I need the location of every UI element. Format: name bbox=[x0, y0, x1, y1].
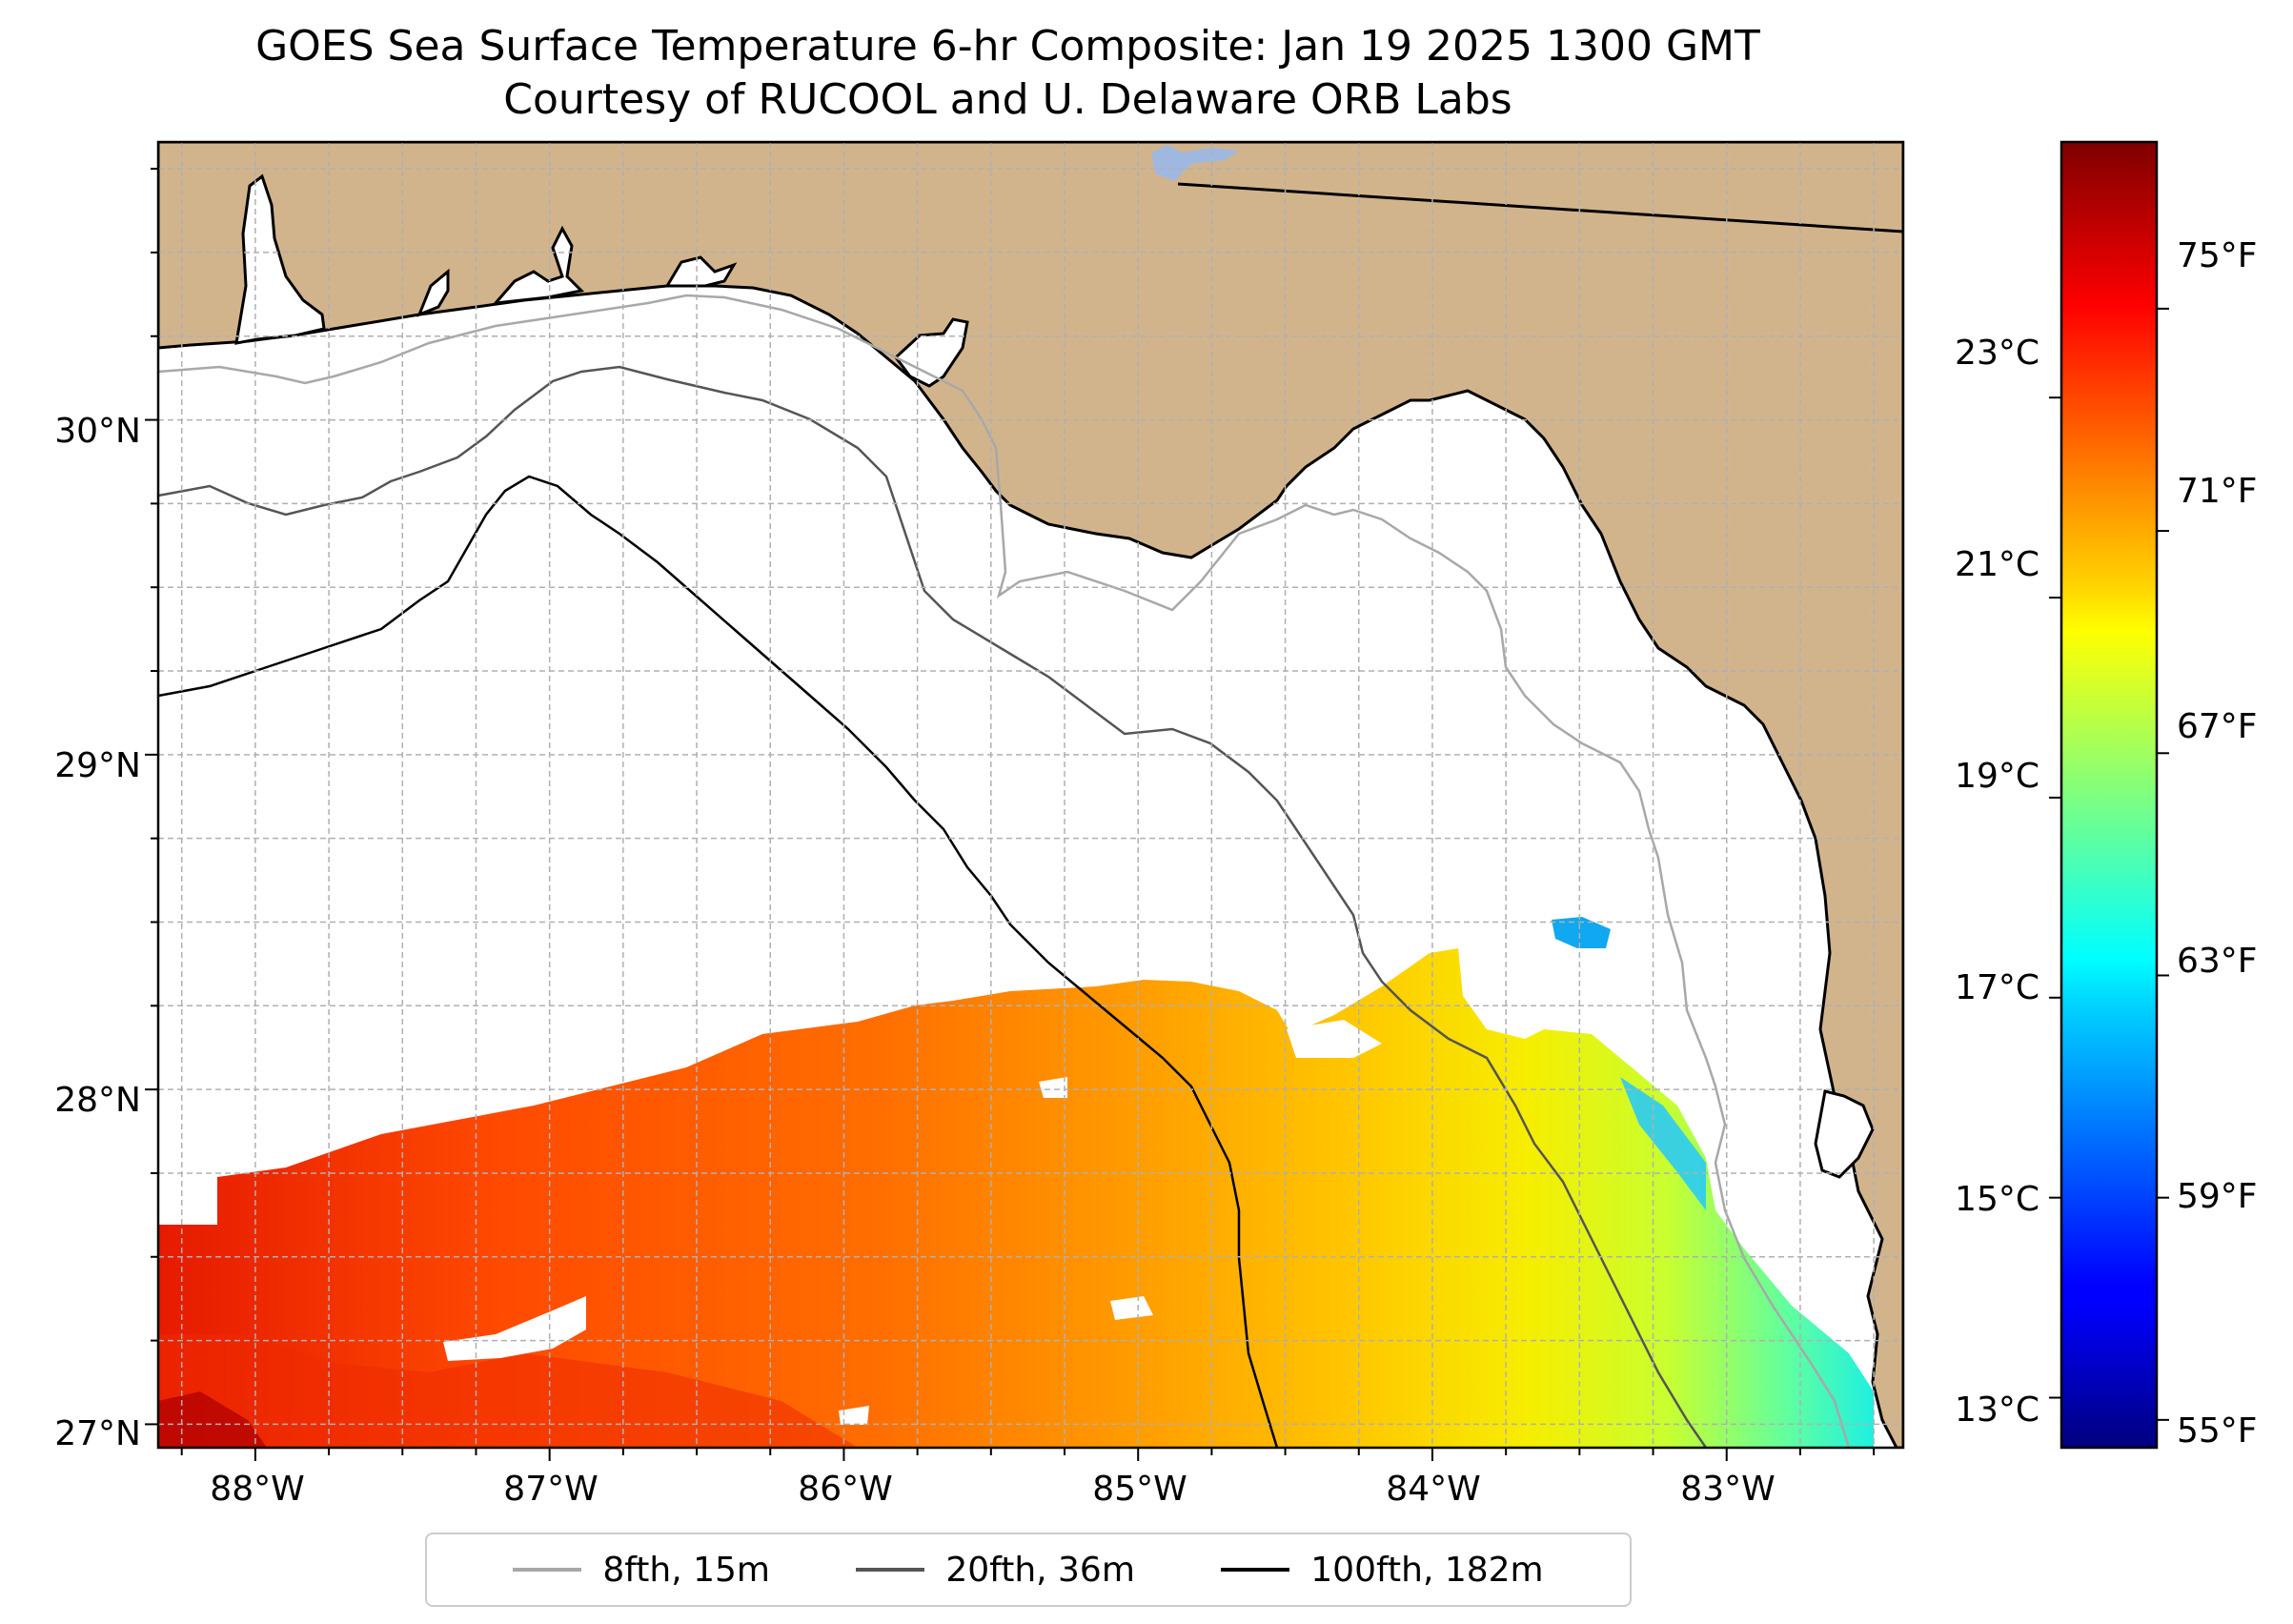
isobath-8fth bbox=[158, 294, 1851, 1448]
colorbar-c-23: 23°C bbox=[1955, 334, 2039, 373]
legend-label-8fth: 8fth, 15m bbox=[602, 1550, 770, 1590]
lon-label-84w: 84°W bbox=[1386, 1470, 1480, 1509]
pensacola-bay bbox=[416, 268, 450, 317]
land-panhandle bbox=[158, 142, 1903, 1448]
map-title: GOES Sea Surface Temperature 6-hr Compos… bbox=[255, 22, 1760, 71]
colorbar-f-75: 75°F bbox=[2177, 236, 2258, 275]
state-border bbox=[1177, 182, 1903, 233]
colorbar-f-63: 63°F bbox=[2177, 942, 2258, 981]
colorbar-c-19: 19°C bbox=[1955, 757, 2039, 796]
colorbar-tick-marks bbox=[2049, 307, 2169, 1421]
colorbar bbox=[2060, 140, 2159, 1450]
sst-cool-strip bbox=[1620, 1077, 1706, 1210]
legend-swatch-8fth bbox=[513, 1568, 582, 1572]
isobath-100fth bbox=[158, 475, 1279, 1448]
map-gridlines bbox=[158, 142, 1903, 1448]
lat-label-28n: 28°N bbox=[54, 1081, 141, 1120]
cloud-gap-5 bbox=[1039, 1077, 1067, 1098]
colorbar-c-17: 17°C bbox=[1955, 968, 2039, 1007]
legend-swatch-100fth bbox=[1221, 1568, 1290, 1572]
lat-label-29n: 29°N bbox=[54, 746, 141, 785]
lake-seminole bbox=[1151, 145, 1239, 181]
legend-item-20fth: 20fth, 36m bbox=[856, 1551, 1135, 1590]
colorbar-f-59: 59°F bbox=[2177, 1177, 2258, 1216]
cloud-gap-2 bbox=[1287, 1020, 1382, 1058]
lon-label-88w: 88°W bbox=[210, 1470, 304, 1509]
legend-swatch-20fth bbox=[856, 1568, 925, 1572]
sst-cool-spot bbox=[1552, 917, 1611, 948]
isobath-20fth bbox=[158, 365, 1708, 1448]
map-tick-marks bbox=[145, 168, 1876, 1461]
colorbar-c-13: 13°C bbox=[1955, 1391, 2039, 1430]
lon-label-86w: 86°W bbox=[798, 1470, 892, 1509]
cloud-gap-3 bbox=[1110, 1296, 1153, 1320]
legend-item-100fth: 100fth, 182m bbox=[1221, 1550, 1544, 1590]
legend-label-20fth: 20fth, 36m bbox=[945, 1550, 1135, 1590]
map-subtitle: Courtesy of RUCOOL and U. Delaware ORB L… bbox=[503, 75, 1512, 124]
lon-label-87w: 87°W bbox=[503, 1470, 598, 1509]
map-panel bbox=[158, 142, 1903, 1448]
colorbar-f-67: 67°F bbox=[2177, 707, 2258, 746]
colorbar-c-15: 15°C bbox=[1955, 1180, 2039, 1219]
map-frame bbox=[156, 140, 1905, 1450]
sst-data-region bbox=[158, 948, 1874, 1448]
mobile-bay bbox=[234, 173, 326, 345]
cloud-gap-4 bbox=[839, 1406, 869, 1425]
isobath-legend: 8fth, 15m 20fth, 36m 100fth, 182m bbox=[425, 1533, 1632, 1607]
legend-item-8fth: 8fth, 15m bbox=[513, 1551, 770, 1590]
st-andrew-bay bbox=[664, 255, 738, 288]
lat-label-30n: 30°N bbox=[54, 412, 141, 451]
lat-label-27n: 27°N bbox=[54, 1414, 141, 1453]
legend-label-100fth: 100fth, 182m bbox=[1310, 1550, 1544, 1590]
cloud-gap-1 bbox=[443, 1296, 586, 1361]
colorbar-f-71: 71°F bbox=[2177, 472, 2258, 511]
lon-label-83w: 83°W bbox=[1680, 1470, 1775, 1509]
sst-warm-core bbox=[158, 1334, 858, 1448]
choctawhatchee-bay bbox=[492, 225, 585, 305]
sst-hot-corner bbox=[158, 1391, 267, 1448]
colorbar-c-21: 21°C bbox=[1955, 545, 2039, 584]
lon-label-85w: 85°W bbox=[1092, 1470, 1187, 1509]
colorbar-f-55: 55°F bbox=[2177, 1411, 2258, 1451]
